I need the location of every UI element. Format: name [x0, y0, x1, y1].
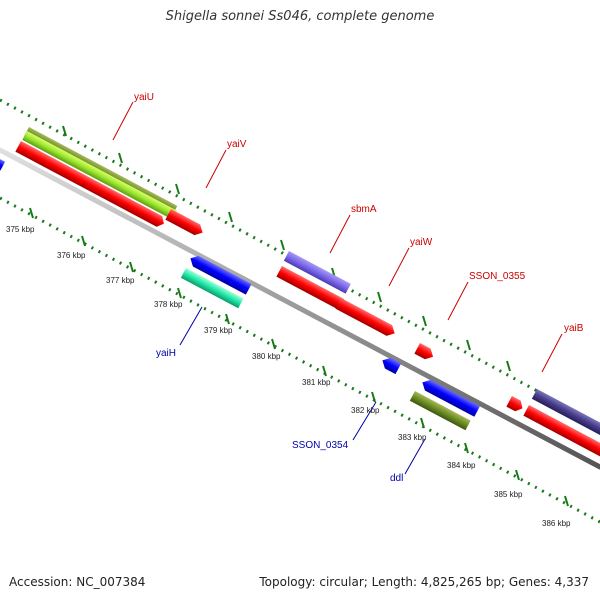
gene-ddl-olive	[409, 391, 471, 431]
gene-yaiU-outer	[22, 131, 178, 220]
outer-dotted-track	[0, 98, 600, 427]
scale-label: 384 kbp	[447, 461, 476, 470]
scale-label: 378 kbp	[154, 300, 183, 309]
gene-small-reverse-left	[0, 158, 6, 171]
label-yaiU: yaiU	[134, 92, 154, 103]
label-yaiB: yaiB	[564, 323, 584, 334]
scale-label: 375 kbp	[6, 225, 35, 234]
label-SSON_0354: SSON_0354	[292, 440, 349, 451]
inner-dotted-track	[0, 196, 600, 524]
scale-label: 376 kbp	[57, 251, 86, 260]
label-sbmA: sbmA	[351, 204, 377, 215]
scale-label: 379 kbp	[204, 326, 233, 335]
scale-label: 381 kbp	[302, 378, 331, 387]
accession-text: Accession: NC_007384	[9, 575, 146, 589]
gene-yaiH-teal	[180, 268, 244, 309]
gene-yaiV-arrow	[165, 209, 203, 236]
gene-sbmA-arrow	[276, 266, 347, 310]
genome-map: yaiU yaiV sbmA yaiW SSON_0355 yaiB yaiH …	[0, 92, 600, 528]
gene-yaiW-arrow	[335, 298, 395, 336]
gene-SSON_0354-reverse	[422, 379, 480, 417]
gene-yaiU-arrow	[15, 141, 164, 227]
label-yaiH: yaiH	[156, 348, 176, 359]
gene-sbmA-purple	[283, 251, 351, 294]
outer-track-ticks	[62, 125, 511, 372]
gene-small-reverse-1	[382, 357, 402, 375]
genome-summary-text: Topology: circular; Length: 4,825,265 bp…	[259, 575, 589, 589]
scale-label: 380 kbp	[252, 352, 281, 361]
scale-label: 377 kbp	[106, 276, 135, 285]
label-SSON_0355: SSON_0355	[469, 271, 526, 282]
map-title: Shigella sonnei Ss046, complete genome	[165, 9, 435, 24]
scale-label: 386 kbp	[542, 519, 571, 528]
label-leader-lines	[112, 101, 563, 475]
gene-small-forward-1	[414, 343, 434, 360]
scale-label: 382 kbp	[351, 406, 380, 415]
gene-yaiB-navy	[531, 389, 600, 437]
gene-yaiB-arrow	[523, 405, 600, 458]
scale-label: 383 kbp	[398, 433, 427, 442]
label-yaiW: yaiW	[410, 237, 433, 248]
gene-yaiH-reverse	[190, 255, 252, 295]
inner-track-ticks	[29, 207, 569, 507]
gene-small-forward-2	[506, 396, 523, 412]
label-yaiV: yaiV	[227, 139, 247, 150]
label-ddl: ddl	[390, 473, 403, 484]
genome-backbone	[0, 147, 600, 470]
scale-label: 385 kbp	[494, 490, 523, 499]
